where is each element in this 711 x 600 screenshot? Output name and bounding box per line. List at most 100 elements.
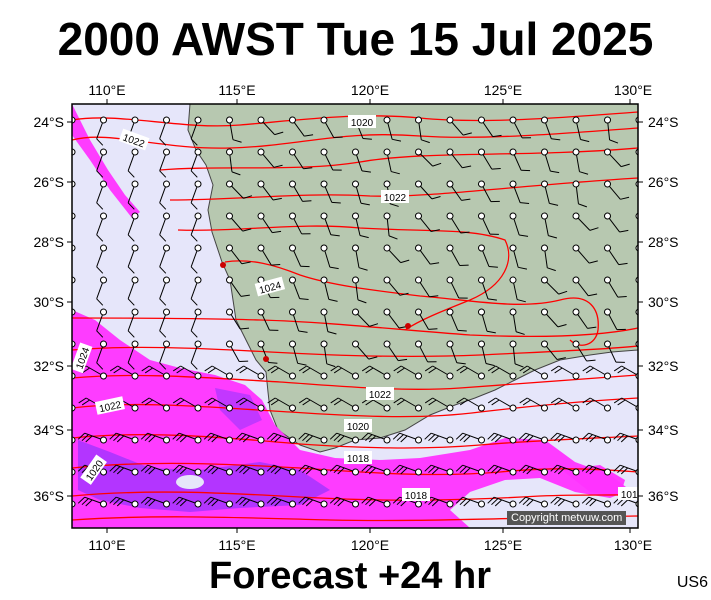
wind-barb bbox=[392, 464, 422, 476]
wind-barb bbox=[487, 432, 517, 444]
wind-barb bbox=[96, 308, 107, 338]
wind-barb bbox=[109, 432, 139, 444]
map-code: US6 bbox=[676, 574, 708, 591]
lon-tick-label: 130°E bbox=[614, 537, 652, 553]
isobar bbox=[72, 374, 638, 390]
wind-barb bbox=[72, 340, 76, 348]
wind-barb bbox=[159, 180, 170, 210]
isobar bbox=[72, 345, 638, 358]
wind-barb bbox=[509, 276, 526, 303]
wind-barb bbox=[109, 464, 139, 476]
wind-barb bbox=[478, 308, 496, 334]
lon-tick-label: 110°E bbox=[88, 82, 125, 98]
wind-barb bbox=[159, 244, 170, 274]
wind-barb bbox=[509, 180, 530, 205]
wind-barb bbox=[320, 180, 341, 204]
isobar bbox=[224, 260, 599, 346]
wind-barb bbox=[204, 365, 233, 380]
isobar bbox=[177, 225, 510, 331]
wind-barb bbox=[518, 432, 548, 444]
wind-barb bbox=[235, 397, 265, 412]
wind-barb bbox=[541, 116, 561, 141]
wind-barb bbox=[446, 276, 468, 299]
pressure-centre-marker bbox=[263, 356, 269, 362]
land-area bbox=[187, 104, 638, 453]
svg-text:1020: 1020 bbox=[347, 422, 370, 433]
wind-barb bbox=[392, 432, 422, 444]
wind-barb bbox=[235, 365, 265, 380]
wind-barb bbox=[226, 148, 241, 176]
lon-tick-label: 125°E bbox=[484, 82, 522, 98]
wind-barb bbox=[415, 244, 440, 265]
wind-barb bbox=[487, 365, 517, 380]
wind-barb bbox=[582, 397, 611, 412]
wind-barb bbox=[127, 308, 139, 338]
wind-barb bbox=[541, 148, 560, 174]
wind-barb bbox=[572, 148, 589, 175]
wind-barb bbox=[203, 432, 233, 444]
lon-tick-label: 120°E bbox=[351, 82, 389, 98]
wind-barb bbox=[509, 308, 525, 335]
wind-barb bbox=[235, 432, 265, 444]
wind-barb bbox=[320, 340, 336, 368]
lat-tick-label: 26°S bbox=[648, 174, 679, 190]
wind-barb bbox=[172, 464, 202, 476]
wind-barb bbox=[96, 148, 107, 178]
wind-barb bbox=[266, 464, 296, 476]
wind-barb bbox=[581, 464, 611, 476]
isobar bbox=[169, 177, 638, 201]
wind-barb bbox=[456, 397, 485, 412]
svg-text:1022: 1022 bbox=[369, 390, 392, 401]
wind-barb bbox=[267, 365, 296, 380]
wind-barb bbox=[141, 365, 170, 380]
wind-barb bbox=[190, 244, 202, 274]
isobar-label: 1018 bbox=[344, 451, 372, 465]
wind-barb bbox=[572, 212, 599, 231]
wind-barb bbox=[204, 397, 233, 412]
wind-barb bbox=[72, 372, 76, 380]
wind-barb bbox=[424, 365, 454, 380]
wind-barb bbox=[415, 276, 439, 298]
wind-barb bbox=[203, 496, 233, 508]
lon-tick-label: 120°E bbox=[351, 537, 389, 553]
wind-barb bbox=[604, 244, 628, 266]
wind-barb bbox=[415, 148, 442, 167]
wind-barb bbox=[424, 432, 454, 444]
lat-tick-label: 34°S bbox=[648, 422, 679, 438]
wind-barb bbox=[352, 340, 378, 360]
wind-barb bbox=[383, 148, 400, 175]
wind-barb bbox=[320, 116, 343, 138]
wind-barb bbox=[266, 496, 296, 508]
lat-tick-label: 32°S bbox=[648, 358, 679, 374]
wind-barb bbox=[455, 432, 485, 444]
wind-barb bbox=[415, 116, 430, 144]
isobar bbox=[159, 147, 638, 171]
wind-barb bbox=[77, 496, 107, 508]
wind-barbs bbox=[72, 116, 638, 508]
wind-barb bbox=[127, 180, 139, 210]
wind-barb bbox=[478, 276, 497, 301]
wind-barb bbox=[190, 148, 202, 178]
map-frame bbox=[71, 103, 639, 529]
wind-barb bbox=[72, 148, 76, 156]
wind-barb bbox=[190, 276, 202, 306]
wind-barb bbox=[320, 148, 342, 171]
wind-barb bbox=[509, 148, 531, 172]
wind-barb bbox=[383, 276, 409, 296]
wind-barb bbox=[581, 496, 611, 508]
wind-barb bbox=[140, 496, 170, 508]
wind-barb bbox=[96, 244, 107, 274]
wind-barb bbox=[509, 212, 529, 237]
wind-barb bbox=[541, 308, 567, 328]
forecast-label: Forecast +24 hr bbox=[209, 555, 491, 597]
wind-barb bbox=[383, 212, 398, 240]
wind-barb bbox=[72, 180, 76, 188]
wind-barb bbox=[72, 500, 76, 508]
wind-barb bbox=[509, 116, 532, 139]
wind-barb bbox=[72, 212, 76, 220]
wind-barb bbox=[361, 365, 391, 380]
wind-barb bbox=[518, 464, 548, 476]
isobar-label: 1018 bbox=[402, 488, 430, 502]
isobar bbox=[72, 317, 638, 337]
wind-barb bbox=[541, 180, 559, 206]
